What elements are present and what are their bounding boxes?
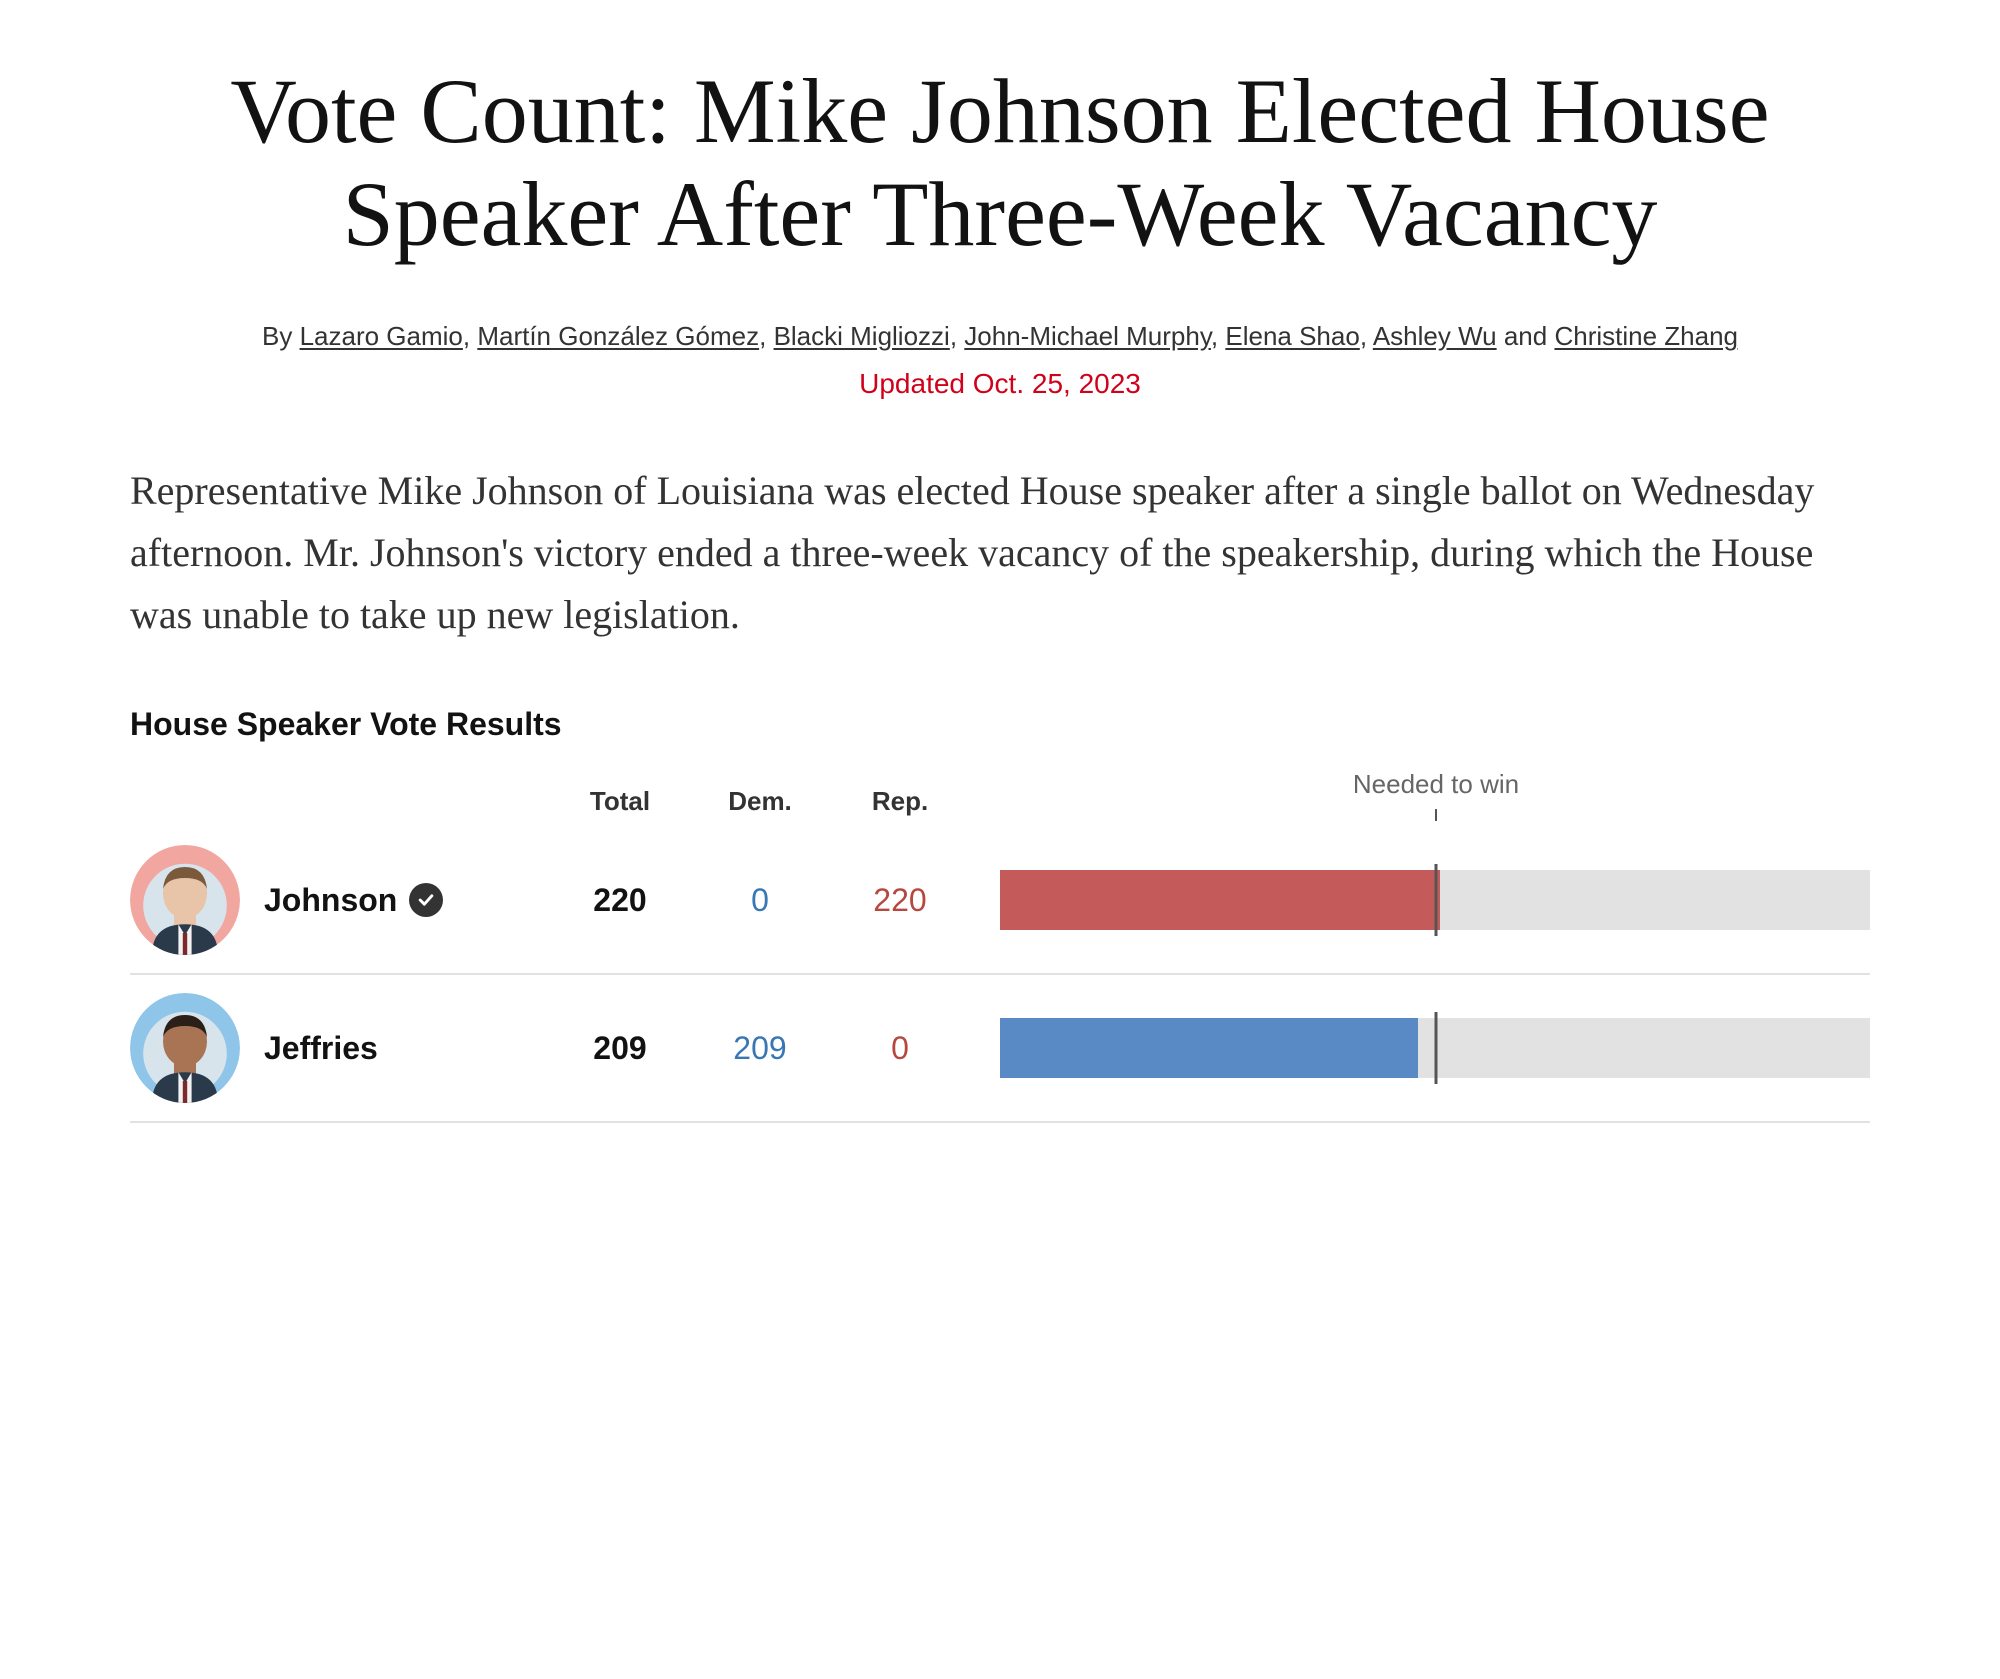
byline-author-link[interactable]: John-Michael Murphy (964, 321, 1211, 351)
vote-bar-cell (970, 870, 1870, 930)
needed-to-win-tick (1435, 809, 1437, 821)
needed-to-win-label: Needed to win (1353, 769, 1519, 800)
byline-author-link[interactable]: Blacki Migliozzi (774, 321, 950, 351)
candidate-row: Johnson 2200220 (130, 827, 1870, 975)
candidate-name: Jeffries (264, 1030, 378, 1067)
byline: By Lazaro Gamio, Martín González Gómez, … (130, 316, 1870, 356)
vote-bar-track (1000, 1018, 1870, 1078)
candidate-rep-votes: 220 (830, 882, 970, 919)
threshold-marker (1435, 1012, 1438, 1084)
candidate-name: Johnson (264, 882, 443, 919)
lede-paragraph: Representative Mike Johnson of Louisiana… (130, 460, 1870, 646)
vote-bar-fill (1000, 870, 1440, 930)
updated-timestamp: Updated Oct. 25, 2023 (130, 368, 1870, 400)
byline-author-link[interactable]: Christine Zhang (1554, 321, 1738, 351)
byline-author-link[interactable]: Lazaro Gamio (300, 321, 463, 351)
candidate-dem-votes: 209 (690, 1030, 830, 1067)
winner-check-icon (409, 883, 443, 917)
vote-bar-fill (1000, 1018, 1418, 1078)
candidate-rep-votes: 0 (830, 1030, 970, 1067)
candidate-total: 209 (550, 1030, 690, 1067)
col-header-total: Total (550, 786, 690, 817)
col-header-rep: Rep. (830, 786, 970, 817)
candidate-dem-votes: 0 (690, 882, 830, 919)
col-header-dem: Dem. (690, 786, 830, 817)
candidate-total: 220 (550, 882, 690, 919)
byline-author-link[interactable]: Martín González Gómez (477, 321, 759, 351)
candidate-avatar (130, 993, 240, 1103)
byline-prefix: By (262, 321, 300, 351)
bar-header: Needed to win (970, 773, 1870, 817)
results-title: House Speaker Vote Results (130, 706, 1870, 743)
vote-bar-cell (970, 1018, 1870, 1078)
vote-bar-track (1000, 870, 1870, 930)
candidate-avatar (130, 845, 240, 955)
candidate-row: Jeffries2092090 (130, 975, 1870, 1123)
article-headline: Vote Count: Mike Johnson Elected House S… (200, 60, 1800, 266)
byline-author-link[interactable]: Ashley Wu (1373, 321, 1497, 351)
results-header-row: Total Dem. Rep. Needed to win (130, 773, 1870, 827)
threshold-marker (1435, 864, 1438, 936)
byline-author-link[interactable]: Elena Shao (1225, 321, 1359, 351)
